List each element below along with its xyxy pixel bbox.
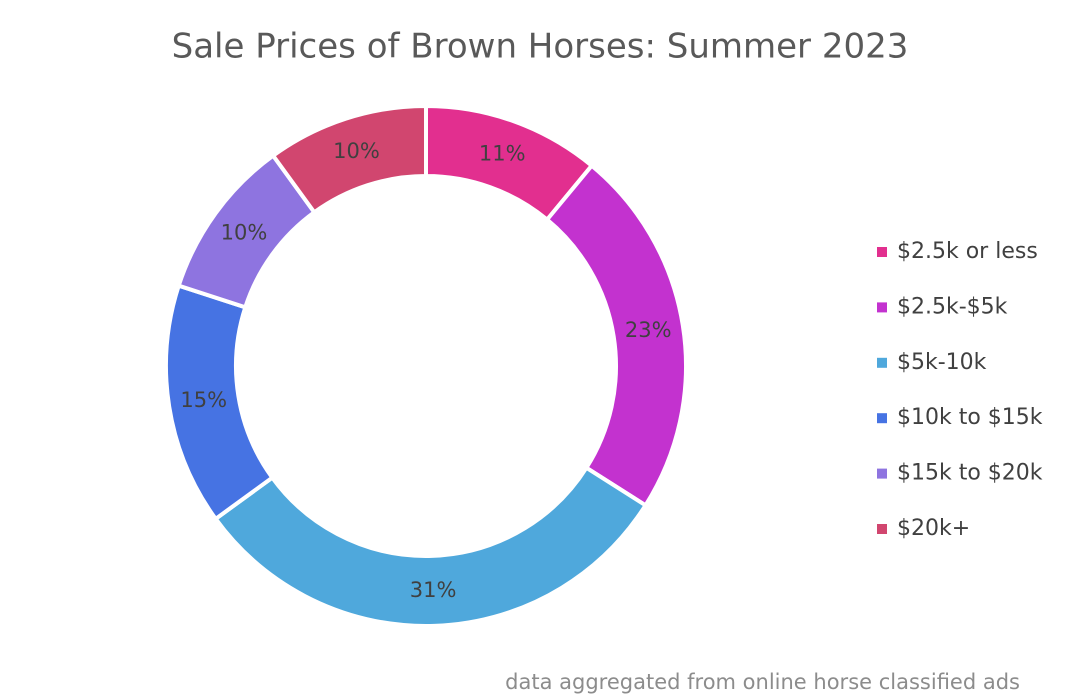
donut-segment: [270, 103, 428, 216]
legend-label: $5k-10k: [897, 350, 987, 375]
legend-swatch: [877, 468, 887, 479]
data-label: 10%: [333, 139, 380, 163]
data-label: 23%: [625, 318, 672, 342]
donut-segment: [212, 465, 649, 628]
legend-label: $15k to $20k: [897, 461, 1043, 486]
legend-swatch: [877, 413, 887, 424]
annotation: data aggregated from online horse classi…: [505, 670, 1020, 694]
legend-label: $10k to $15k: [897, 405, 1043, 430]
chart-title: Sale Prices of Brown Horses: Summer 2023: [172, 27, 909, 67]
legend-swatch: [877, 302, 887, 313]
data-label: 15%: [180, 388, 227, 412]
legend-label: $20k+: [897, 516, 970, 541]
data-label: 31%: [410, 578, 457, 602]
data-label: 11%: [479, 141, 526, 165]
legend-swatch: [877, 524, 887, 534]
legend-swatch: [877, 247, 887, 257]
legend-label: $2.5k or less: [897, 239, 1038, 264]
legend-label: $2.5k-$5k: [897, 294, 1008, 319]
legend-swatch: [877, 357, 887, 368]
data-label: 10%: [221, 221, 268, 245]
